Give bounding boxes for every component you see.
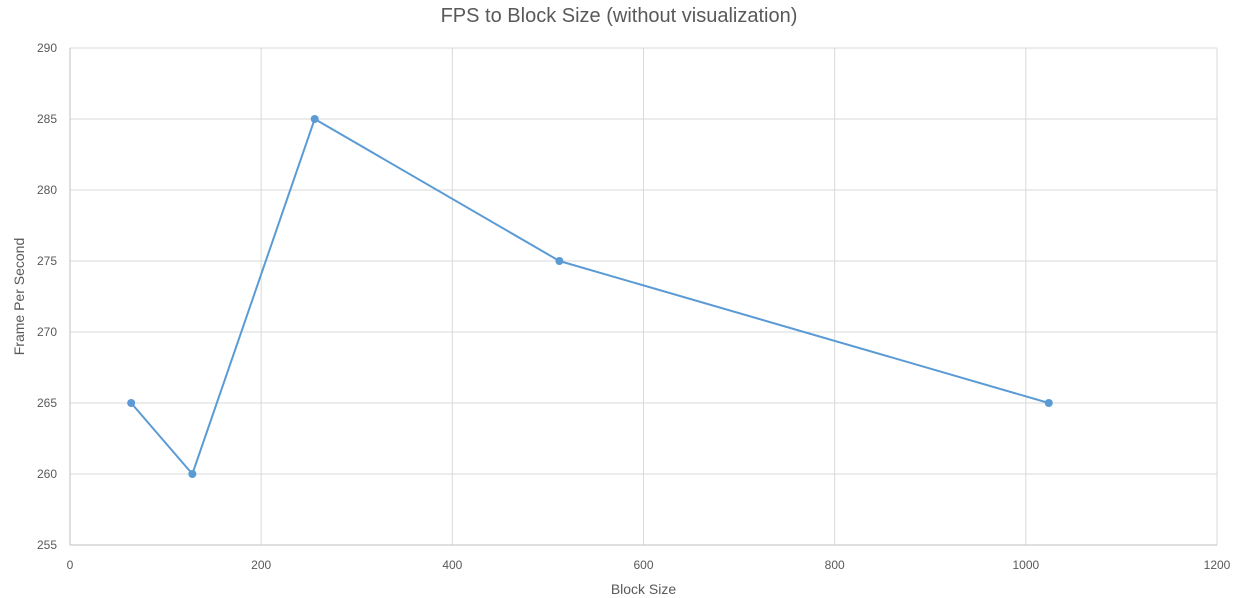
y-tick-label: 265 <box>37 396 57 410</box>
data-point <box>188 470 197 478</box>
y-tick-label: 255 <box>37 538 57 552</box>
label-layer: FPS to Block Size (without visualization… <box>11 5 797 597</box>
y-tick-label: 285 <box>37 112 57 126</box>
x-tick-label: 600 <box>633 558 653 572</box>
x-tick-label: 800 <box>825 558 845 572</box>
series-line <box>130 118 1050 475</box>
grid-layer <box>69 47 1218 546</box>
x-tick-label: 0 <box>67 558 74 572</box>
chart-title: FPS to Block Size (without visualization… <box>441 5 798 27</box>
x-axis-label: Block Size <box>611 581 677 597</box>
x-tick-label: 1000 <box>1012 558 1039 572</box>
data-point <box>1044 399 1053 407</box>
axis-layer: 255 260 265 270 275 280 285 290 0 200 400 600 800 100… <box>37 41 1231 572</box>
y-tick-label: 275 <box>37 254 57 268</box>
x-tick-label: 400 <box>442 558 462 572</box>
y-tick-label: 290 <box>37 41 57 55</box>
series-layer <box>127 115 1053 478</box>
data-point <box>127 399 136 407</box>
x-tick-label: 1200 <box>1204 558 1231 572</box>
data-point <box>310 115 319 123</box>
y-tick-label: 260 <box>37 467 57 481</box>
y-tick-label: 270 <box>37 325 57 339</box>
x-tick-label: 200 <box>251 558 271 572</box>
data-point <box>555 257 564 265</box>
y-axis-label: Frame Per Second <box>11 238 27 356</box>
y-tick-label: 280 <box>37 183 57 197</box>
